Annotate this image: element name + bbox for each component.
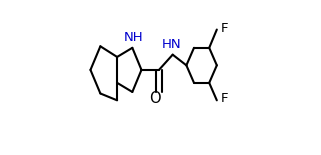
Text: NH: NH — [123, 31, 143, 44]
Text: F: F — [221, 92, 228, 105]
Text: F: F — [221, 22, 228, 35]
Text: HN: HN — [162, 38, 182, 51]
Text: O: O — [149, 91, 160, 106]
